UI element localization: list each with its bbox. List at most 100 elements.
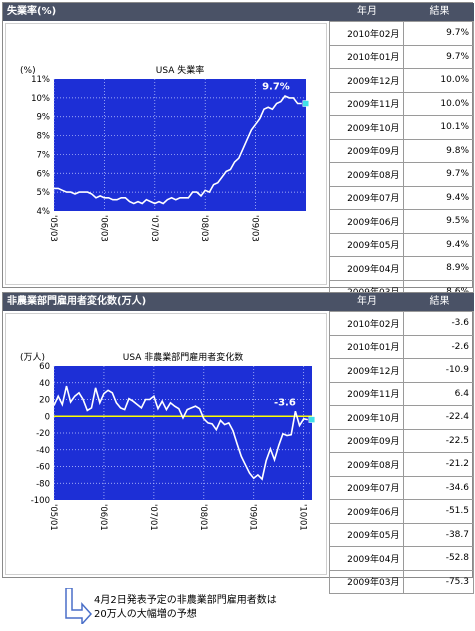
table-row: 2009年07月 -34.6 (328, 475, 474, 500)
row-value: -21.2 (403, 452, 474, 477)
table-row: 2009年10月 -22.4 (328, 405, 474, 430)
table-row: 2009年04月 8.9% (328, 256, 474, 281)
y-tick-label: 8% (37, 132, 51, 142)
row-value: 10.1% (403, 115, 474, 140)
y-tick-label: 10% (31, 94, 50, 104)
row-value: -22.5 (403, 428, 474, 453)
row-value: 9.7% (403, 21, 474, 46)
row-value: -22.4 (403, 405, 474, 430)
table-row: 2009年05月 -38.7 (328, 522, 474, 547)
plot-background (54, 79, 306, 211)
table-row: 2009年06月 -51.5 (328, 499, 474, 524)
date-column-header: 年月 (329, 3, 405, 21)
table-row: 2009年05月 9.4% (328, 232, 474, 257)
value-column-header: 結果 (405, 293, 474, 311)
table-row: 2010年01月 -2.6 (328, 334, 474, 359)
row-date: 2010年01月 (328, 334, 405, 359)
row-value: -52.8 (403, 546, 474, 571)
x-tick-label: '10/01 (298, 504, 308, 531)
row-date: 2009年08月 (328, 452, 405, 477)
y-tick-label: 4% (37, 207, 51, 217)
row-date: 2009年11月 (328, 91, 405, 116)
x-tick-label: '08/03 (199, 215, 209, 242)
table-row: 2009年08月 -21.2 (328, 452, 474, 477)
row-date: 2009年04月 (328, 546, 405, 571)
y-tick-label: 40 (39, 379, 50, 389)
table-row: 2009年07月 9.4% (328, 185, 474, 210)
unit-label: (%) (20, 66, 36, 76)
row-value: -34.6 (403, 475, 474, 500)
row-value: 10.0% (403, 68, 474, 93)
row-date: 2009年06月 (328, 499, 405, 524)
row-value: 9.4% (403, 232, 474, 257)
x-tick-label: '05/03 (48, 215, 58, 242)
row-value: 6.4 (403, 381, 474, 406)
row-date: 2009年07月 (328, 475, 405, 500)
series-line (54, 95, 302, 205)
table-row: 2009年11月 6.4 (328, 381, 474, 406)
table-row: 2009年12月 -10.9 (328, 358, 474, 383)
table-row: 2009年04月 -52.8 (328, 546, 474, 571)
row-date: 2009年05月 (328, 232, 405, 257)
payroll-table: 2010年02月 -3.6 2010年01月 -2.6 2009年12月 -10.9 200… (328, 311, 474, 594)
unemployment-chart-svg: USA 失業率 (%) 4% 5% 6% 7% 8% 9% 10% 11% '05/03 '06/03… (20, 64, 310, 242)
last-value-label: -3.6 (274, 398, 296, 409)
row-value: 9.7% (403, 162, 474, 187)
y-tick-label: 9% (37, 113, 51, 123)
last-value-marker (302, 100, 310, 107)
row-date: 2010年01月 (328, 44, 405, 69)
row-date: 2009年04月 (328, 256, 405, 281)
x-tick-label: '06/03 (98, 215, 108, 242)
unit-label: (万人) (20, 352, 45, 363)
row-date: 2009年05月 (328, 522, 405, 547)
series-line (53, 385, 308, 481)
table-row: 2009年09月 9.8% (328, 138, 474, 163)
table-row: 2009年12月 10.0% (328, 68, 474, 93)
payroll-chart: USA 非農業部門雇用者変化数 (万人) -100 -80 -60 -40 -20 0 20 40… (5, 313, 327, 575)
row-date: 2009年11月 (328, 381, 405, 406)
x-tick-label: '09/03 (250, 215, 260, 242)
row-value: 9.4% (403, 185, 474, 210)
chart-title: USA 非農業部門雇用者変化数 (123, 351, 244, 363)
row-value: -3.6 (403, 311, 474, 336)
table-row: 2009年06月 9.5% (328, 209, 474, 234)
arrow-icon (65, 588, 92, 624)
x-tick-label: '06/01 (98, 504, 108, 531)
unemployment-table: 2010年02月 9.7% 2010年01月 9.7% 2009年12月 10.0% 200… (328, 21, 474, 304)
x-tick-label: '07/03 (149, 215, 159, 242)
row-date: 2009年12月 (328, 358, 405, 383)
y-tick-label: 0 (45, 412, 50, 422)
unemployment-chart: USA 失業率 (%) 4% 5% 6% 7% 8% 9% 10% 11% '05/03 '06/03… (5, 23, 327, 285)
y-tick-label: 20 (39, 396, 50, 406)
unemployment-header: 失業率(%) (3, 3, 329, 21)
row-value: -51.5 (403, 499, 474, 524)
row-date: 2009年10月 (328, 405, 405, 430)
chart-title: USA 失業率 (156, 64, 205, 76)
row-date: 2009年07月 (328, 185, 405, 210)
row-date: 2009年09月 (328, 138, 405, 163)
row-value: 9.7% (403, 44, 474, 69)
row-value: 9.5% (403, 209, 474, 234)
table-row: 2009年03月 -75.3 (328, 569, 474, 594)
note-line-1: 4月2日発表予定の非農業部門雇用者数は (94, 595, 277, 606)
row-value: -38.7 (403, 522, 474, 547)
table-row: 2010年02月 -3.6 (328, 311, 474, 336)
row-value: 10.0% (403, 91, 474, 116)
payroll-header: 非農業部門雇用者変化数(万人) (3, 293, 329, 311)
row-date: 2009年10月 (328, 115, 405, 140)
y-tick-label: 60 (39, 362, 50, 372)
row-value: -75.3 (403, 569, 474, 594)
table-row: 2009年08月 9.7% (328, 162, 474, 187)
row-value: 9.8% (403, 138, 474, 163)
last-value-marker (308, 416, 316, 423)
table-row: 2009年11月 10.0% (328, 91, 474, 116)
y-tick-label: 6% (37, 169, 51, 179)
x-tick-label: '05/01 (48, 504, 58, 531)
y-tick-label: 11% (31, 75, 50, 85)
y-tick-label: -60 (36, 463, 50, 473)
last-value-label: 9.7% (262, 82, 290, 93)
row-date: 2009年03月 (328, 569, 405, 594)
y-tick-label: 5% (37, 188, 51, 198)
payroll-chart-svg: USA 非農業部門雇用者変化数 (万人) -100 -80 -60 -40 -20 0 20 40… (20, 351, 316, 531)
table-row: 2010年01月 9.7% (328, 44, 474, 69)
